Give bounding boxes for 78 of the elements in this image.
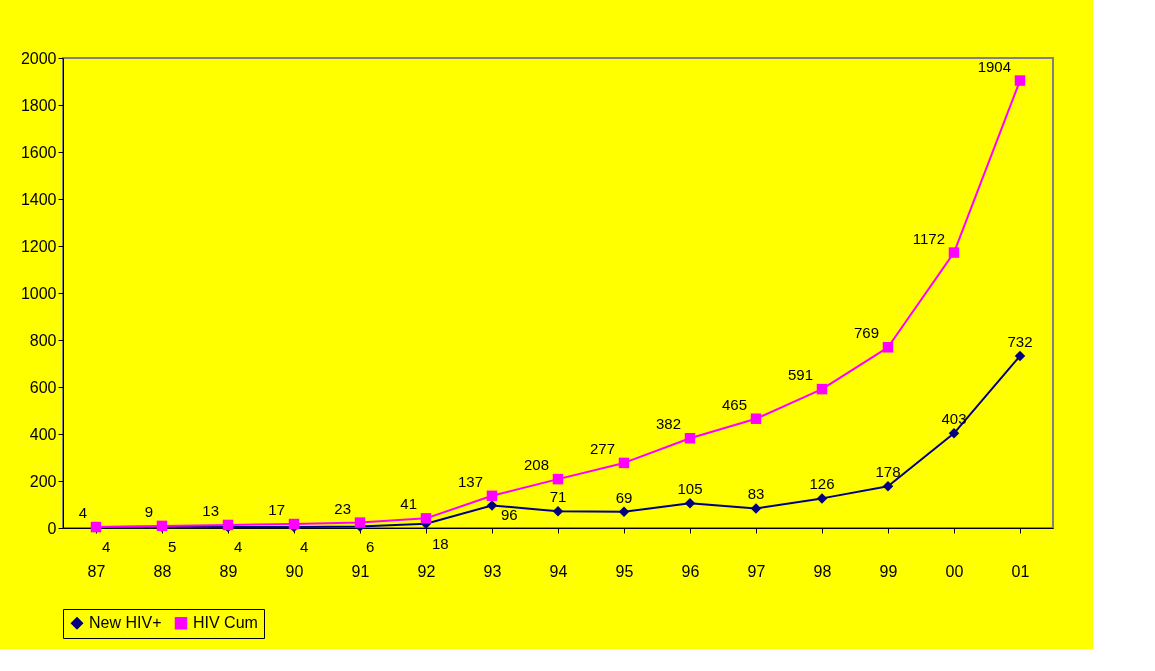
point <box>420 513 432 524</box>
y-tick-label: 1000 <box>20 284 57 302</box>
x-tick-label: 97 <box>747 562 766 580</box>
data-label: 1904 <box>977 57 1011 75</box>
data-label: 769 <box>853 324 879 342</box>
x-tick-label: 93 <box>483 562 502 580</box>
data-label: 126 <box>809 475 835 493</box>
x-tick-label: 99 <box>879 562 898 580</box>
data-label: 23 <box>334 499 351 517</box>
x-tick-label: 98 <box>813 562 832 580</box>
point <box>486 490 498 502</box>
data-label: 13 <box>202 501 219 519</box>
data-label: 403 <box>941 410 967 428</box>
x-tick-label: 01 <box>1011 562 1030 580</box>
y-tick-label: 1400 <box>20 190 57 208</box>
point <box>1014 75 1026 86</box>
y-tick-label: 0 <box>47 519 57 537</box>
point <box>816 493 828 504</box>
point <box>486 500 498 511</box>
y-tick-label: 2000 <box>20 49 57 67</box>
data-label: 18 <box>432 534 449 552</box>
data-label: 83 <box>747 485 765 503</box>
point <box>948 247 960 258</box>
x-tick-label: 87 <box>87 562 106 580</box>
x-tick-label: 94 <box>549 562 568 580</box>
point <box>354 517 366 528</box>
y-tick-label: 1600 <box>20 143 57 161</box>
data-label: 71 <box>549 488 567 506</box>
x-tick-label: 88 <box>153 562 172 580</box>
data-label: 465 <box>721 395 747 413</box>
legend-label: HIV Cum <box>193 614 258 632</box>
data-label: 277 <box>589 439 615 457</box>
point <box>750 503 762 514</box>
data-label: 591 <box>787 366 813 384</box>
point <box>618 457 630 469</box>
point <box>948 428 960 439</box>
point <box>684 432 696 444</box>
data-label: 208 <box>523 456 549 474</box>
y-tick-label: 1200 <box>20 237 57 255</box>
data-label: 69 <box>615 488 633 506</box>
y-tick-label: 1800 <box>20 96 57 114</box>
x-tick-label: 95 <box>615 562 634 580</box>
y-tick-label: 600 <box>29 378 57 396</box>
data-label: 96 <box>501 506 518 524</box>
x-tick-label: 90 <box>285 562 304 580</box>
x-tick-label: 92 <box>417 562 436 580</box>
data-label: 17 <box>268 501 285 519</box>
point <box>552 506 564 517</box>
point <box>882 480 894 492</box>
data-label: 178 <box>875 463 901 481</box>
point <box>618 506 630 518</box>
point <box>684 498 696 509</box>
data-label: 137 <box>457 472 483 490</box>
data-label: 4 <box>300 538 309 556</box>
y-tick-label: 800 <box>29 331 57 349</box>
data-label: 5 <box>168 537 177 555</box>
data-label: 4 <box>234 538 243 556</box>
data-label: 6 <box>366 537 375 555</box>
x-tick-label: 96 <box>681 562 700 580</box>
data-label: 4 <box>102 538 111 556</box>
data-label: 382 <box>655 415 681 433</box>
legend-label: New HIV+ <box>89 614 162 632</box>
data-label: 105 <box>677 480 703 498</box>
x-tick-label: 00 <box>945 562 964 580</box>
y-tick-label: 200 <box>29 472 57 490</box>
data-label: 9 <box>144 502 153 520</box>
point <box>882 342 894 353</box>
point <box>1014 350 1026 362</box>
point <box>816 383 828 395</box>
data-label: 4 <box>78 504 87 522</box>
x-tick-label: 91 <box>351 562 370 580</box>
data-label: 732 <box>1007 332 1033 350</box>
data-label: 1172 <box>912 229 945 247</box>
point <box>750 413 762 424</box>
point <box>552 473 564 485</box>
x-tick-label: 89 <box>219 562 238 580</box>
y-tick-label: 400 <box>29 425 57 443</box>
data-label: 41 <box>400 495 417 513</box>
